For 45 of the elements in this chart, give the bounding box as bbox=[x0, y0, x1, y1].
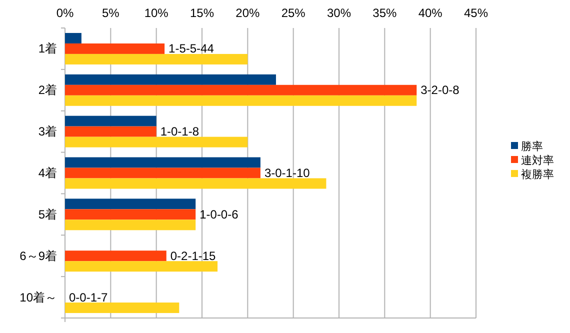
annotation: 3-2-0-8 bbox=[420, 83, 460, 98]
bar bbox=[65, 116, 156, 126]
annotation: 1-0-0-6 bbox=[200, 207, 239, 222]
bar bbox=[65, 157, 260, 168]
bar bbox=[65, 178, 326, 189]
x-tick-label: 5% bbox=[102, 6, 120, 20]
annotation: 1-5-5-44 bbox=[168, 42, 214, 56]
bar bbox=[65, 136, 248, 148]
bar bbox=[65, 84, 417, 96]
bar bbox=[65, 302, 180, 314]
y-tick-label: 4着 bbox=[38, 166, 57, 180]
x-tick-label: 20% bbox=[236, 6, 260, 20]
bar bbox=[65, 43, 165, 54]
x-tick-label: 10% bbox=[144, 6, 169, 20]
bar bbox=[65, 32, 82, 44]
y-tick-label: 6～9着 bbox=[20, 248, 57, 263]
annotation: 3-0-1-10 bbox=[264, 166, 310, 180]
bar bbox=[65, 261, 218, 272]
bar bbox=[65, 220, 196, 230]
bar bbox=[65, 74, 276, 85]
x-tick-label: 30% bbox=[326, 6, 352, 20]
annotation: 0-2-1-15 bbox=[170, 248, 216, 263]
bar bbox=[65, 95, 417, 106]
x-tick-label: 0% bbox=[56, 6, 74, 20]
annotation: 1-0-1-8 bbox=[160, 124, 200, 139]
bar bbox=[65, 250, 166, 262]
x-tick-label: 40% bbox=[418, 6, 443, 20]
y-tick-label: 5着 bbox=[38, 207, 57, 222]
x-tick-label: 25% bbox=[281, 6, 306, 20]
legend-label: 勝率 bbox=[521, 140, 543, 153]
bar bbox=[65, 168, 260, 178]
y-tick-label: 3着 bbox=[38, 124, 57, 139]
legend-label: 複勝率 bbox=[521, 168, 554, 181]
bar bbox=[65, 209, 196, 220]
y-tick-label: 10着～ bbox=[20, 290, 57, 304]
x-tick-label: 45% bbox=[464, 6, 488, 20]
legend-label: 連対率 bbox=[521, 154, 554, 167]
y-tick-label: 1着 bbox=[38, 42, 57, 56]
x-tick-label: 15% bbox=[190, 6, 214, 20]
annotation: 0-0-1-7 bbox=[69, 290, 108, 304]
y-tick-label: 2着 bbox=[38, 83, 57, 98]
bar bbox=[65, 54, 248, 64]
bar bbox=[65, 198, 196, 210]
x-tick-label: 35% bbox=[372, 6, 397, 20]
bar bbox=[65, 126, 156, 137]
